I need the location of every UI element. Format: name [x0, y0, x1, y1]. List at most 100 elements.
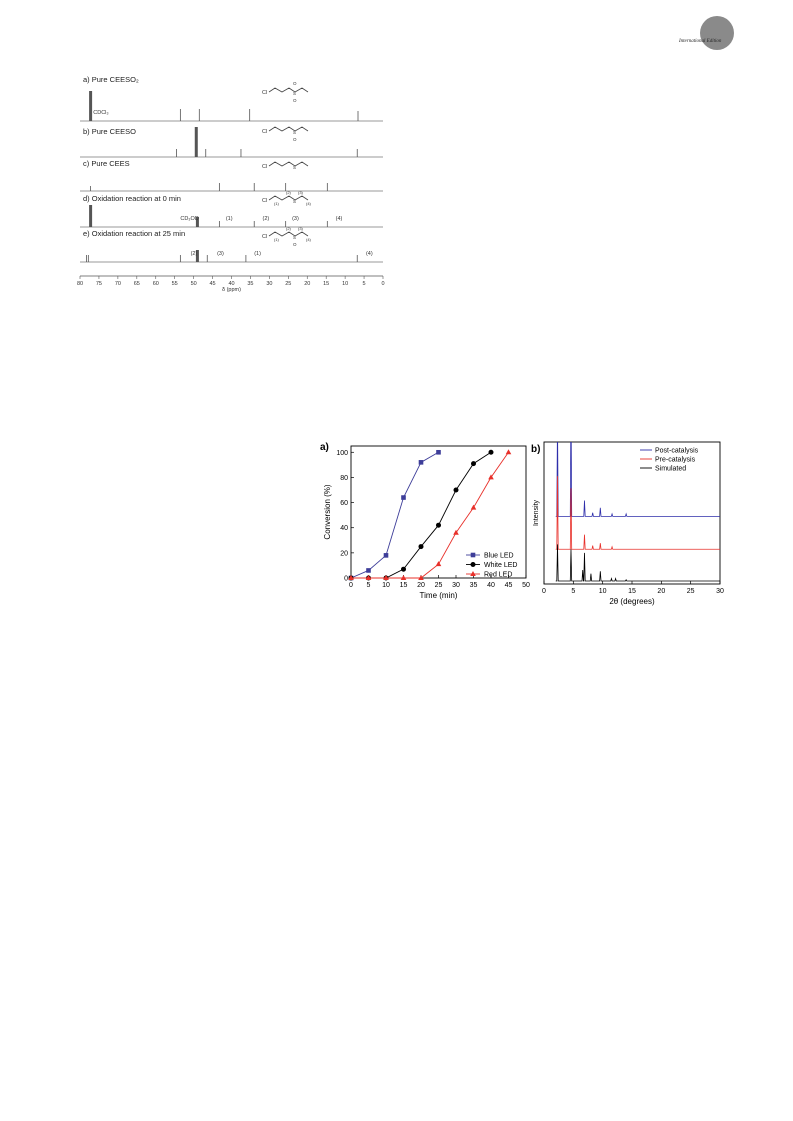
data-point-triangle	[470, 504, 477, 510]
data-point-circle	[418, 544, 424, 550]
data-point-square	[383, 553, 389, 558]
x-tick-label: 45	[505, 582, 513, 589]
nmr-annotation: (1)	[254, 251, 261, 257]
nmr-x-tick-label: 30	[266, 281, 272, 287]
legend-label: Blue LED	[484, 553, 514, 560]
x-tick-label: 10	[382, 582, 390, 589]
nmr-annotation: CDCl₃	[93, 110, 108, 116]
nmr-annotation: (4)	[336, 216, 343, 222]
y-axis-label: Conversion (%)	[323, 484, 332, 539]
nmr-x-tick-label: 70	[115, 281, 121, 287]
y-tick-label: 20	[340, 550, 348, 557]
edition-badge	[700, 16, 734, 50]
data-point-triangle	[383, 575, 389, 580]
nmr-peak	[195, 217, 199, 227]
series-white-led	[348, 449, 494, 581]
data-point-triangle	[488, 474, 494, 480]
data-point-triangle	[470, 571, 476, 576]
structure-atom-label: O	[293, 137, 297, 142]
data-point-triangle	[365, 575, 372, 580]
data-point-circle	[471, 461, 476, 467]
nmr-peak	[194, 127, 198, 157]
structure-bonds	[268, 126, 309, 132]
y-tick-label: 80	[340, 475, 348, 482]
structure-atom-label: Cl	[262, 164, 267, 170]
nmr-panel-label: a) Pure CEESO₂	[83, 75, 139, 84]
structure-atom-label: S	[293, 130, 296, 135]
data-point-square	[436, 449, 441, 455]
data-point-circle	[488, 449, 494, 455]
nmr-x-tick-label: 45	[210, 281, 216, 287]
x-tick-label: 35	[470, 582, 478, 589]
y-tick-label: 100	[336, 450, 348, 457]
legend-label: White LED	[484, 562, 517, 569]
edition-label: International Edition	[679, 39, 722, 44]
structure-position-label: (1)	[274, 201, 280, 206]
structure-icon: Cl S	[262, 161, 309, 170]
legend-entry: Pre-catalysis	[640, 457, 696, 464]
data-point-triangle	[505, 449, 512, 455]
structure-icon: Cl S (1) (2) (3) (4)	[262, 190, 312, 206]
x-axis-label: Time (min)	[420, 591, 458, 600]
nmr-annotation: (3)	[217, 251, 224, 257]
structure-position-label: (1)	[274, 237, 280, 242]
series-post-catalysis	[555, 442, 720, 517]
data-point-square	[470, 552, 476, 558]
nmr-panel-label: d) Oxidation reaction at 0 min	[83, 194, 181, 203]
structure-bonds	[268, 87, 309, 93]
structure-atom-label: O	[293, 98, 297, 103]
x-tick-label: 5	[367, 582, 371, 589]
series-line	[351, 451, 492, 579]
nmr-x-tick-label: 80	[77, 281, 83, 287]
nmr-peak	[89, 91, 93, 121]
nmr-annotation: (2)	[263, 216, 270, 222]
x-tick-label: 15	[400, 582, 408, 589]
data-point-square	[401, 495, 406, 500]
x-tick-label: 30	[716, 588, 724, 595]
series-blue-led	[348, 449, 441, 581]
series-line	[350, 451, 439, 579]
nmr-annotation: (2)	[191, 251, 198, 257]
legend-entry: Red LED	[466, 571, 512, 579]
structure-atom-label: O	[293, 81, 297, 86]
structure-icon: Cl SO (1) (2) (3) (4)	[262, 226, 312, 247]
nmr-panel-label: e) Oxidation reaction at 25 min	[83, 229, 185, 238]
data-point-triangle	[418, 575, 424, 580]
structure-position-label: (3)	[298, 226, 304, 231]
structure-atom-label: Cl	[262, 234, 267, 240]
nmr-panel-label: b) Pure CEESO	[83, 127, 136, 136]
structure-position-label: (2)	[286, 190, 292, 195]
nmr-x-tick-label: 50	[191, 281, 197, 287]
data-point-triangle	[453, 529, 459, 535]
nmr-annotation: CD₃OD	[180, 216, 198, 222]
x-tick-label: 40	[487, 582, 495, 589]
x-tick-label: 5	[571, 588, 575, 595]
structure-bonds	[268, 161, 309, 167]
series-pre-catalysis	[555, 476, 720, 550]
panel-label: b)	[531, 444, 540, 455]
structure-atom-label: Cl	[262, 90, 267, 96]
structure-atom-label: Cl	[262, 198, 267, 204]
structure-position-label: (3)	[298, 190, 304, 195]
nmr-annotation: (1)	[226, 216, 233, 222]
legend-entry: White LED	[466, 562, 517, 569]
data-point-triangle	[348, 575, 354, 580]
nmr-annotation: (3)	[292, 216, 299, 222]
data-point-circle	[453, 487, 459, 493]
nmr-x-tick-label: 75	[96, 281, 102, 287]
structure-atom-label: S	[293, 165, 296, 170]
data-point-square	[418, 460, 424, 465]
series-line	[555, 442, 720, 517]
nmr-annotation: (4)	[366, 251, 373, 257]
series-line	[555, 476, 720, 550]
structure-position-label: (4)	[306, 201, 312, 206]
nmr-peak	[89, 205, 93, 227]
conversion-chart: a) 0 5 10 15 20 25 30 35 40 45 50 0 20 40 60 80 100 Time (…	[320, 442, 530, 600]
legend-label: Post-catalysis	[655, 448, 699, 455]
y-tick-label: 0	[344, 576, 348, 583]
x-tick-label: 25	[687, 588, 695, 595]
nmr-panel-label: c) Pure CEES	[83, 159, 130, 168]
structure-icon: Cl SO	[262, 126, 309, 142]
nmr-x-tick-label: 0	[381, 281, 384, 287]
